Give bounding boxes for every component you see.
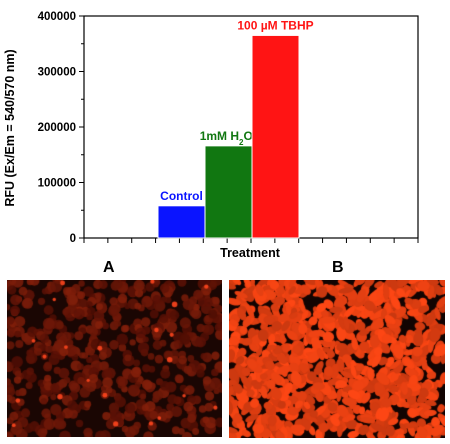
bar-2 [204,145,253,239]
y-tick-label: 300000 [38,67,76,79]
bar-label-2: 1mM H2O2 [200,129,258,147]
bar-label-1: Control [160,189,203,203]
panel-a-label: A [103,259,115,276]
micrograph-b-image [229,280,445,438]
micrograph-b [229,280,445,438]
y-tick-label: 200000 [38,122,76,134]
x-axis-label: Treatment [220,246,281,260]
y-axis-label: RFU (Ex/Em = 540/570 nm) [3,49,17,206]
panel-b-label: B [332,259,344,276]
y-tick-label: 100000 [38,178,76,190]
bar-3 [251,34,300,239]
micrograph-a [7,280,222,437]
y-tick-label: 0 [70,233,76,245]
bar-chart: 0 100000 200000 300000 400000 Control 1mM H2O2… [3,11,419,260]
plot-area: 0 100000 200000 300000 400000 Control 1mM H2O2… [38,11,419,245]
micrograph-a-image [7,280,222,437]
y-tick-label: 400000 [38,11,76,23]
bar-label-3: 100 µM TBHP [237,18,313,32]
bar-1 [157,205,206,239]
